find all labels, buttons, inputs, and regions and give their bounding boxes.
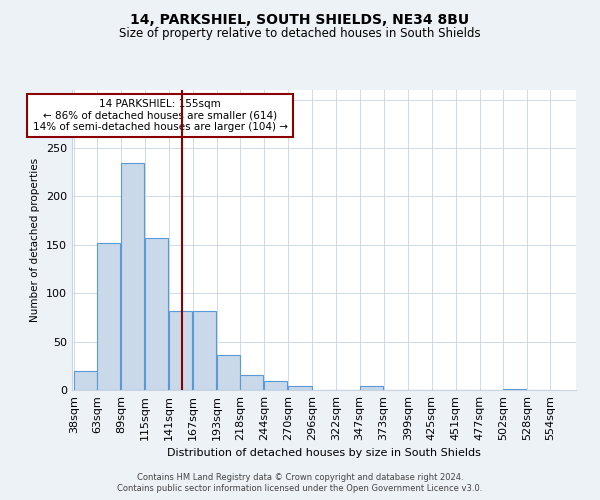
X-axis label: Distribution of detached houses by size in South Shields: Distribution of detached houses by size … <box>167 448 481 458</box>
Bar <box>265 382 287 390</box>
Text: Size of property relative to detached houses in South Shields: Size of property relative to detached ho… <box>119 28 481 40</box>
Text: 14 PARKSHIEL: 155sqm
← 86% of detached houses are smaller (614)
14% of semi-deta: 14 PARKSHIEL: 155sqm ← 86% of detached h… <box>32 99 288 132</box>
Bar <box>97 243 120 390</box>
Bar <box>289 386 311 390</box>
Text: Contains public sector information licensed under the Open Government Licence v3: Contains public sector information licen… <box>118 484 482 493</box>
Y-axis label: Number of detached properties: Number of detached properties <box>31 158 40 322</box>
Bar <box>74 370 97 390</box>
Text: 14, PARKSHIEL, SOUTH SHIELDS, NE34 8BU: 14, PARKSHIEL, SOUTH SHIELDS, NE34 8BU <box>130 12 470 26</box>
Bar <box>169 310 192 390</box>
Bar <box>359 386 383 390</box>
Bar <box>241 376 263 390</box>
Bar <box>503 389 526 390</box>
Bar <box>217 355 241 390</box>
Bar <box>121 162 144 390</box>
Bar <box>193 310 216 390</box>
Bar <box>145 238 168 390</box>
Text: Contains HM Land Registry data © Crown copyright and database right 2024.: Contains HM Land Registry data © Crown c… <box>137 472 463 482</box>
